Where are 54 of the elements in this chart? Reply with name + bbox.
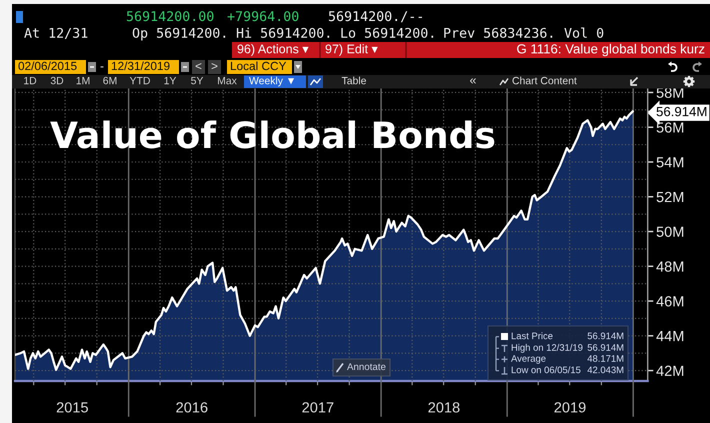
- annotation: 42.043M: [587, 366, 624, 374]
- text: 97) Edit ▾: [326, 44, 378, 56]
- text: 56914200.00: [126, 11, 214, 22]
- text: Hi 56914200.: [236, 28, 330, 38]
- text: Local CCY: [230, 62, 286, 70]
- annotation: 48.171M: [587, 355, 624, 362]
- annotation: 56.914M: [588, 344, 624, 351]
- y-tick-label: 52M: [656, 192, 684, 202]
- text: >: [212, 63, 218, 70]
- text: -: [100, 66, 104, 68]
- text: Max: [218, 77, 237, 84]
- text: At 12/31: [24, 28, 88, 39]
- text: 12/31/2019: [112, 62, 170, 70]
- annotation: Low on 06/05/15: [512, 366, 580, 374]
- annotation: 56.914M: [588, 332, 624, 340]
- text: Lo 56914200.: [341, 28, 434, 38]
- y-tick-label: 44M: [656, 331, 684, 342]
- text: 56914200./--: [328, 11, 422, 22]
- text: Vol 0: [564, 28, 604, 38]
- y-tick-label: 42M: [656, 366, 684, 376]
- x-tick-label: 2018: [428, 402, 460, 413]
- text: Weekly ▼: [249, 76, 294, 86]
- text: 96) Actions ▾: [238, 44, 309, 56]
- y-tick-label: 56M: [656, 122, 684, 133]
- y-tick-label: 50M: [656, 226, 684, 237]
- text: YTD: [130, 77, 150, 84]
- annotation: Annotate: [347, 363, 386, 370]
- text: +79964.00: [228, 11, 298, 22]
- y-tick-label: 54M: [656, 157, 684, 168]
- y-tick-label: 46M: [656, 296, 684, 306]
- x-tick-label: 2017: [302, 402, 334, 413]
- text: G 1116: Value global bonds kurz: [517, 44, 704, 56]
- x-tick-label: 2019: [554, 402, 586, 413]
- text: «: [470, 78, 476, 84]
- x-tick-label: 2016: [176, 402, 208, 413]
- annotation: Last Price: [512, 332, 553, 340]
- text: Value of Global Bonds: [50, 120, 494, 148]
- text: Prev 56834236.: [444, 28, 552, 38]
- text: 1Y: [164, 77, 176, 84]
- y-tick-label: 56.914M: [656, 106, 706, 116]
- y-tick-label: 48M: [656, 261, 684, 272]
- text: Table: [342, 76, 366, 84]
- x-tick-label: 2015: [56, 402, 88, 413]
- text: 5Y: [191, 77, 204, 84]
- text: 6M: [103, 76, 116, 84]
- text: 02/06/2015: [18, 62, 77, 70]
- text: 1D: [24, 77, 36, 84]
- annotation: Average: [511, 355, 546, 364]
- text: <: [196, 63, 202, 70]
- text: 1M: [76, 77, 90, 84]
- text: 3D: [50, 76, 64, 84]
- annotation: High on 12/31/19: [512, 344, 582, 353]
- text: Op 56914200.: [132, 28, 226, 40]
- text: Chart Content: [512, 76, 577, 84]
